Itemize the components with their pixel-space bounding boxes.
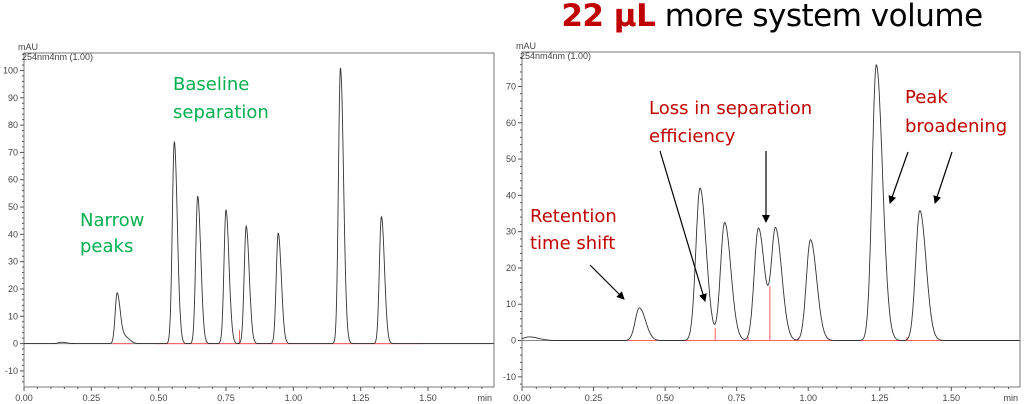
y-tick-label: -10 bbox=[5, 366, 18, 376]
annotation-text: Narrow bbox=[80, 210, 144, 231]
y-tick-label: 10 bbox=[506, 299, 516, 309]
chart-right: -10 0 10 20 30 40 50 60 70 0.00 0.25 0.50 0.75 1.00 1.… bbox=[503, 41, 1021, 403]
y-tick-label: 70 bbox=[506, 81, 516, 91]
annotation-text: Loss in separation bbox=[649, 98, 812, 119]
x-tick-label: 0.00 bbox=[513, 393, 531, 403]
y-tick-label: 10 bbox=[8, 311, 18, 321]
x-tick-label: 0.75 bbox=[217, 393, 235, 403]
x-axis-unit: min bbox=[1003, 393, 1018, 403]
x-tick-label: 1.50 bbox=[419, 393, 437, 403]
trace-label: 254nm4nm (1.00) bbox=[520, 51, 591, 61]
x-tick-label: 1.00 bbox=[799, 393, 817, 403]
y-tick-label: 40 bbox=[8, 229, 18, 239]
x-tick-label: 0.00 bbox=[15, 393, 33, 403]
y-tick-label: 20 bbox=[8, 284, 18, 294]
x-tick-label: 0.50 bbox=[150, 393, 168, 403]
plot-frame bbox=[521, 51, 1021, 388]
annotation-text: separation bbox=[173, 102, 269, 123]
x-tick-label: 0.25 bbox=[83, 393, 101, 403]
y-tick-label: 70 bbox=[8, 147, 18, 157]
annotation-text: broadening bbox=[905, 116, 1007, 137]
annotation-arrow bbox=[933, 151, 953, 204]
y-tick-label: 80 bbox=[8, 120, 18, 130]
y-tick-label: 30 bbox=[506, 227, 516, 237]
annotation-text: Baseline bbox=[173, 74, 249, 95]
x-tick-label: 1.25 bbox=[871, 393, 889, 403]
x-tick-label: 1.50 bbox=[943, 393, 961, 403]
y-tick-label: 0 bbox=[511, 336, 516, 346]
x-axis-unit: min bbox=[477, 393, 492, 403]
y-tick-label: 100 bbox=[3, 65, 18, 75]
chart-left: -10 0 10 20 30 40 50 60 70 80 90 100 0.00 0.25 0.50 0.7… bbox=[3, 42, 495, 403]
y-axis-unit: mAU bbox=[18, 42, 38, 52]
x-tick-label: 0.50 bbox=[656, 393, 674, 403]
y-tick-label: -10 bbox=[503, 372, 516, 382]
y-tick-label: 90 bbox=[8, 93, 18, 103]
x-tick-label: 1.00 bbox=[285, 393, 303, 403]
y-axis-unit: mAU bbox=[516, 41, 536, 51]
annotation-text: Retention bbox=[530, 206, 617, 227]
annotation-arrow bbox=[659, 150, 707, 302]
annotation-arrow bbox=[589, 264, 625, 300]
page-title: 22 µL more system volume bbox=[0, 0, 1024, 34]
annotations: Baseline separation Narrow peaks Loss in sep… bbox=[80, 74, 1007, 302]
annotation-text: peaks bbox=[80, 236, 133, 257]
annotation-arrow bbox=[888, 151, 909, 204]
trace-label: 254nm4nm (1.00) bbox=[22, 52, 93, 62]
annotation-text: time shift bbox=[530, 233, 615, 254]
y-tick-label: 30 bbox=[8, 257, 18, 267]
x-tick-label: 0.25 bbox=[585, 393, 603, 403]
y-tick-label: 40 bbox=[506, 190, 516, 200]
chromatogram-trace bbox=[521, 64, 1020, 341]
x-tick-label: 0.75 bbox=[728, 393, 746, 403]
x-tick-label: 1.25 bbox=[352, 393, 370, 403]
y-tick-label: 0 bbox=[13, 339, 18, 349]
y-tick-label: 60 bbox=[8, 175, 18, 185]
y-tick-label: 50 bbox=[8, 202, 18, 212]
title-rest: more system volume bbox=[655, 0, 983, 34]
annotation-text: Peak bbox=[905, 87, 948, 108]
y-tick-label: 20 bbox=[506, 263, 516, 273]
y-tick-label: 50 bbox=[506, 154, 516, 164]
title-highlight: 22 µL bbox=[561, 0, 656, 34]
y-tick-label: 60 bbox=[506, 118, 516, 128]
plot-frame bbox=[23, 52, 495, 388]
annotation-text: efficiency bbox=[649, 126, 736, 147]
chromatogram-trace bbox=[24, 67, 494, 345]
